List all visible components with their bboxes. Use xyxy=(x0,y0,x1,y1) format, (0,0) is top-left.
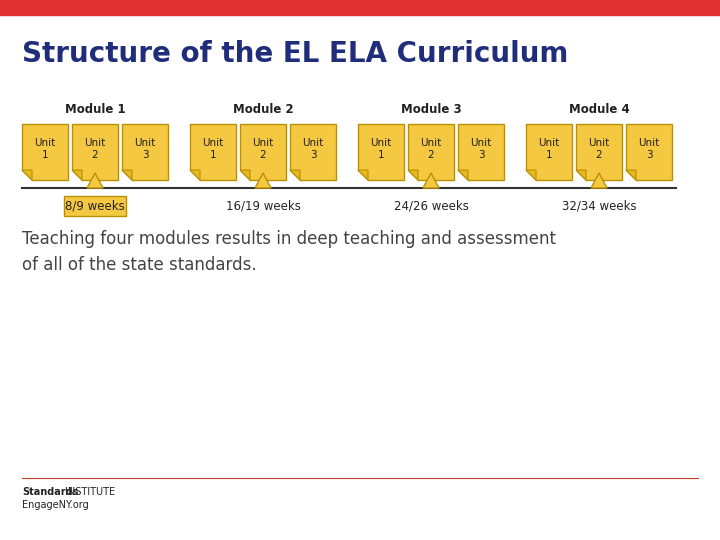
Polygon shape xyxy=(290,170,300,180)
Polygon shape xyxy=(22,170,32,180)
Text: Module 1: Module 1 xyxy=(65,103,125,116)
Polygon shape xyxy=(87,173,103,188)
Text: Unit
2: Unit 2 xyxy=(253,138,274,160)
Polygon shape xyxy=(240,170,250,180)
Text: Unit
1: Unit 1 xyxy=(370,138,392,160)
Text: 16/19 weeks: 16/19 weeks xyxy=(225,199,300,213)
Text: Unit
1: Unit 1 xyxy=(539,138,559,160)
Polygon shape xyxy=(423,173,439,188)
Text: Structure of the EL ELA Curriculum: Structure of the EL ELA Curriculum xyxy=(22,40,568,68)
Polygon shape xyxy=(122,124,168,180)
Polygon shape xyxy=(576,124,622,180)
Text: Standards: Standards xyxy=(22,487,78,497)
Text: Unit
1: Unit 1 xyxy=(202,138,224,160)
Text: Unit
3: Unit 3 xyxy=(470,138,492,160)
Polygon shape xyxy=(122,170,132,180)
Polygon shape xyxy=(626,124,672,180)
Polygon shape xyxy=(626,170,636,180)
Polygon shape xyxy=(72,170,82,180)
Polygon shape xyxy=(358,124,404,180)
Text: Unit
1: Unit 1 xyxy=(35,138,55,160)
Polygon shape xyxy=(408,124,454,180)
Polygon shape xyxy=(526,124,572,180)
Polygon shape xyxy=(358,170,368,180)
Polygon shape xyxy=(408,170,418,180)
Bar xyxy=(64,196,126,216)
Polygon shape xyxy=(240,124,286,180)
Polygon shape xyxy=(190,124,236,180)
Polygon shape xyxy=(190,170,200,180)
Polygon shape xyxy=(526,170,536,180)
Text: Teaching four modules results in deep teaching and assessment
of all of the stat: Teaching four modules results in deep te… xyxy=(22,230,556,274)
Bar xyxy=(0,0,720,15)
Text: 24/26 weeks: 24/26 weeks xyxy=(394,199,469,213)
Text: 32/34 weeks: 32/34 weeks xyxy=(562,199,636,213)
Text: EngageNY.org: EngageNY.org xyxy=(22,500,89,510)
Polygon shape xyxy=(458,170,468,180)
Text: Unit
3: Unit 3 xyxy=(639,138,660,160)
Polygon shape xyxy=(22,124,68,180)
Text: Module 2: Module 2 xyxy=(233,103,293,116)
Polygon shape xyxy=(576,170,586,180)
Polygon shape xyxy=(255,173,271,188)
Polygon shape xyxy=(290,124,336,180)
Text: INSTITUTE: INSTITUTE xyxy=(65,487,115,497)
Text: Unit
2: Unit 2 xyxy=(84,138,106,160)
Text: Unit
2: Unit 2 xyxy=(588,138,610,160)
Text: Unit
3: Unit 3 xyxy=(135,138,156,160)
Text: 8/9 weeks: 8/9 weeks xyxy=(65,199,125,213)
Polygon shape xyxy=(72,124,118,180)
Text: Unit
3: Unit 3 xyxy=(302,138,323,160)
Text: Unit
2: Unit 2 xyxy=(420,138,441,160)
Polygon shape xyxy=(458,124,504,180)
Polygon shape xyxy=(591,173,607,188)
Text: Module 4: Module 4 xyxy=(569,103,629,116)
Text: Module 3: Module 3 xyxy=(401,103,462,116)
